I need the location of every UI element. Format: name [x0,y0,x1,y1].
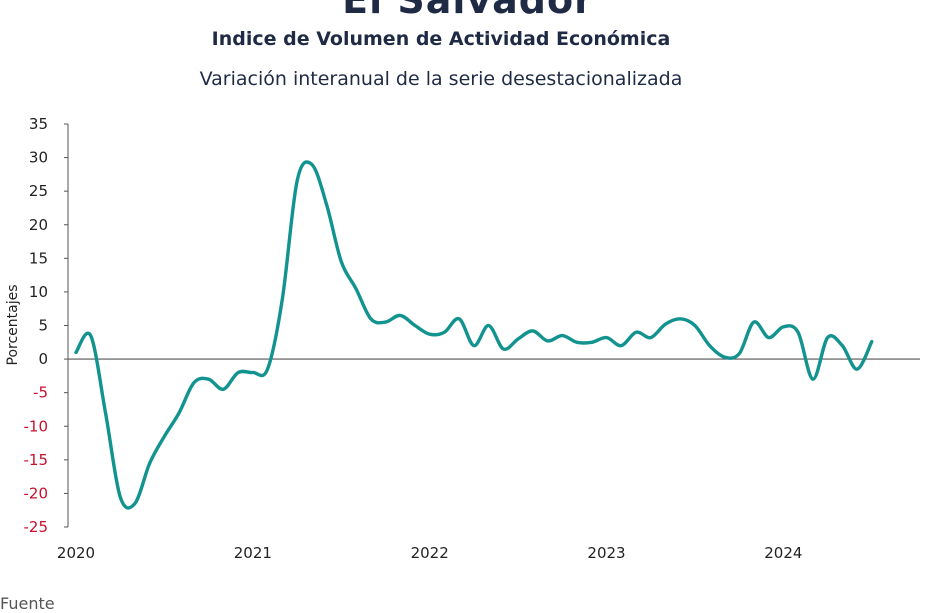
y-tick-label: -10 [24,417,49,435]
y-tick-label: -20 [24,484,49,502]
y-tick-label: -25 [24,518,49,536]
y-tick-label: 20 [29,216,48,234]
y-tick-label: -5 [33,384,48,402]
series-group [74,160,874,510]
y-tick-label: 0 [38,350,48,368]
source-note: Fuente [0,594,55,613]
x-tick-label: 2021 [234,544,272,562]
y-tick-label: 25 [29,182,48,200]
y-tick-label: 30 [29,149,48,167]
y-tick-label: 15 [29,249,48,267]
x-tick-label: 2024 [764,544,802,562]
y-axis-ticks: 35 30 25 20 15 10 5 0 -5 -10 -15 -20 -25 [24,115,68,536]
chart-subtitle: Indice de Volumen de Actividad Económica [211,28,671,50]
y-tick-label: -15 [24,451,49,469]
series-line-0 [74,160,874,510]
x-tick-label: 2020 [57,544,95,562]
x-tick-label: 2023 [587,544,625,562]
x-axis-ticks: 2020 2021 2022 2023 2024 [57,544,803,562]
x-tick-label: 2022 [411,544,449,562]
y-tick-label: 10 [29,283,48,301]
y-axis-title: Porcentajes [5,284,21,365]
y-tick-label: 35 [29,115,48,133]
y-tick-label: 5 [38,317,48,335]
chart-title: El Salvador [342,0,594,22]
chart-subtitle-2: Variación interanual de la serie desesta… [199,68,683,90]
